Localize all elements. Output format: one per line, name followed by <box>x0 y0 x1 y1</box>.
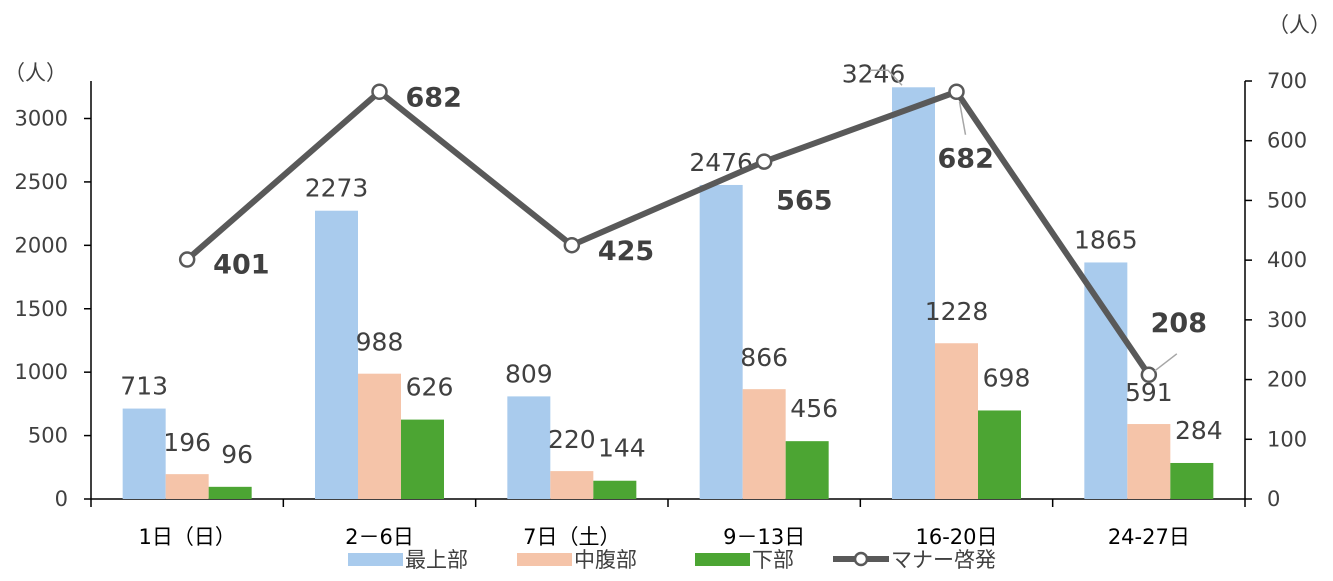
category-label: 1日（日） <box>138 525 235 549</box>
label-leader-line <box>1154 353 1178 372</box>
legend-swatch <box>517 553 572 566</box>
bar <box>507 396 551 499</box>
bar-value-label: 866 <box>740 343 788 372</box>
bar <box>122 408 166 499</box>
category-label: 16-20日 <box>915 525 997 549</box>
bar <box>401 419 444 499</box>
left-tick-label: 1000 <box>15 360 68 384</box>
right-tick-label: 0 <box>1267 487 1280 511</box>
bar <box>699 184 743 499</box>
right-tick-label: 500 <box>1267 188 1307 212</box>
bar <box>208 486 252 499</box>
left-tick-label: 1500 <box>15 297 68 321</box>
right-tick-label: 100 <box>1267 427 1307 451</box>
bar-value-label: 1865 <box>1074 225 1138 254</box>
left-tick-label: 500 <box>28 424 68 448</box>
bar-value-label: 626 <box>406 373 454 402</box>
bar <box>935 343 978 499</box>
bar <box>593 480 637 499</box>
bar <box>315 210 358 500</box>
bar-value-label: 713 <box>120 372 168 401</box>
bar-value-label: 3246 <box>842 59 906 88</box>
line-point <box>371 83 388 100</box>
line-value-label: 565 <box>776 186 832 217</box>
bar <box>1127 424 1171 499</box>
right-tick-label: 200 <box>1267 368 1307 392</box>
category-label: 2－6日 <box>345 525 414 549</box>
line-value-label: 208 <box>1151 308 1207 339</box>
line-value-label: 682 <box>938 144 994 175</box>
line-point <box>755 153 773 170</box>
bar-value-label: 2273 <box>305 174 369 203</box>
axes: 0 500 1000 1500 2000 2500 3000 0 100 200 300 400 500… <box>4 13 1331 549</box>
line-point <box>1140 366 1158 384</box>
bar-value-label: 809 <box>505 359 553 388</box>
legend-label: 最上部 <box>405 548 468 572</box>
bar-value-label: 1228 <box>925 297 989 326</box>
right-tick-label: 400 <box>1267 248 1307 272</box>
bar-value-label: 220 <box>548 425 596 454</box>
bar-value-label: 456 <box>790 394 838 423</box>
right-tick-label: 300 <box>1267 308 1307 332</box>
bar-value-label: 698 <box>983 363 1031 392</box>
right-axis-unit: （人） <box>1268 13 1331 37</box>
label-leader-line <box>958 101 967 135</box>
line-value-label: 425 <box>598 236 654 267</box>
left-tick-label: 2500 <box>15 170 68 194</box>
line-value-label: 401 <box>213 250 269 281</box>
left-axis-unit: （人） <box>4 61 67 85</box>
bar-value-label: 988 <box>356 328 404 357</box>
right-tick-label: 700 <box>1267 69 1307 93</box>
line-path <box>185 87 1152 377</box>
bar-value-label: 284 <box>1175 416 1223 445</box>
legend: 最上部 中腹部 下部 マナー啓発 <box>348 548 996 572</box>
line-labels: 401 682 425 565 682 208 <box>213 83 1207 372</box>
legend-label: 中腹部 <box>574 548 637 572</box>
line-point <box>178 251 196 268</box>
legend-swatch-marker <box>853 551 869 567</box>
left-tick-label: 2000 <box>15 233 68 257</box>
bar <box>1170 462 1214 499</box>
bar-value-label: 96 <box>221 440 253 469</box>
category-label: 7日（土） <box>523 525 620 549</box>
bars <box>122 87 1214 500</box>
bar <box>550 471 594 499</box>
bar <box>785 441 829 499</box>
legend-label: マナー啓発 <box>891 548 996 572</box>
label-leader-line <box>870 69 903 86</box>
legend-swatch <box>348 553 403 566</box>
line-point <box>948 83 965 100</box>
category-label: 24-27日 <box>1108 525 1190 549</box>
legend-label: 下部 <box>752 548 794 572</box>
left-tick-label: 0 <box>55 487 68 511</box>
bar <box>892 87 935 499</box>
bar-value-label: 144 <box>598 434 646 463</box>
bar <box>742 389 786 499</box>
bar <box>1084 262 1128 499</box>
bar <box>358 373 401 499</box>
bar <box>165 474 209 499</box>
right-tick-label: 600 <box>1267 129 1307 153</box>
left-tick-label: 3000 <box>15 107 68 131</box>
bar-value-label: 196 <box>163 428 211 457</box>
bar <box>978 410 1021 499</box>
category-label: 9－13日 <box>723 525 805 549</box>
line-value-label: 682 <box>406 83 462 114</box>
bar-labels: 7132273809247632461865196988220866122859… <box>120 59 1222 469</box>
line-point <box>563 236 581 254</box>
line-series <box>178 83 1158 384</box>
legend-swatch <box>695 553 750 566</box>
